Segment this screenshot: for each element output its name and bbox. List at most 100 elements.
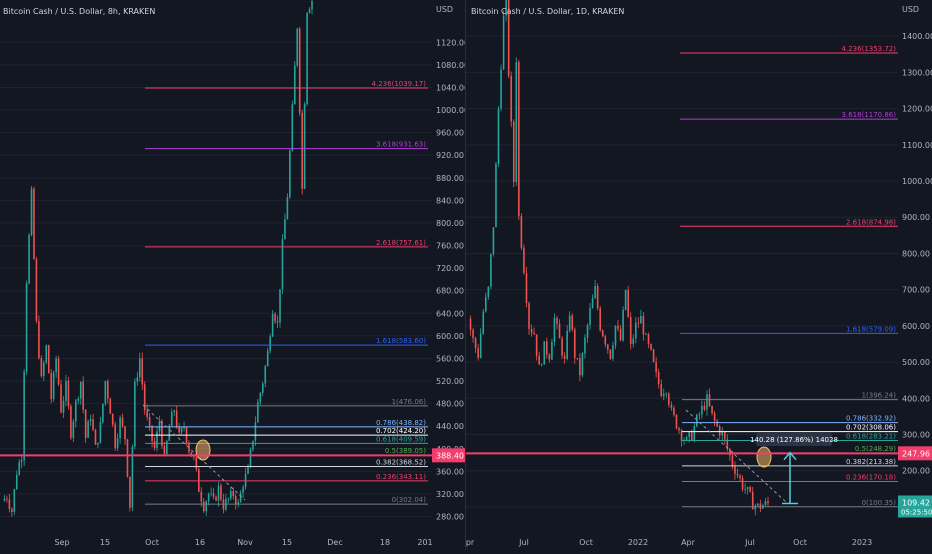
fib-level[interactable]: 0.382(368.52) (145, 459, 428, 468)
chart-svg-8h[interactable]: 280.00320.00360.00400.00440.00480.00520.… (0, 0, 469, 550)
candle (500, 64, 502, 112)
candle (109, 397, 112, 414)
candle (146, 404, 148, 421)
candle (561, 336, 563, 360)
candle-body (217, 485, 220, 501)
candle (535, 334, 538, 361)
candle (746, 486, 749, 495)
candle (40, 355, 43, 378)
candle-body (308, 9, 311, 13)
candle-body (3, 498, 6, 501)
measure-label: 140.28 (127.86%) 14028 (750, 436, 838, 444)
candle (764, 497, 767, 507)
candle (482, 308, 485, 336)
candle (234, 493, 237, 510)
fib-level[interactable]: 2.618(874.98) (680, 218, 898, 227)
chart-svg-1d[interactable]: 100.00200.00250.00300.00400.00500.00600.… (466, 0, 932, 550)
fib-level[interactable]: 0.786(438.82) (145, 419, 428, 428)
fib-level[interactable]: 2.618(757.61) (145, 239, 428, 248)
fib-level[interactable]: 0.236(343.11) (145, 473, 428, 482)
fib-level[interactable]: 1.618(579.09) (680, 325, 898, 334)
candle (528, 301, 530, 336)
y-tick-label: 440.00 (436, 422, 464, 431)
fib-level[interactable]: 3.618(931.63) (145, 141, 428, 150)
fib-level[interactable]: 1.618(583.60) (145, 337, 428, 346)
fib-label: 0.786(438.82) (376, 419, 426, 427)
y-tick-label: 1040.00 (436, 84, 466, 93)
horizontal-price-line[interactable]: 388.40 (0, 448, 466, 463)
candle-body (584, 337, 586, 354)
candle-body (166, 440, 168, 454)
fib-level[interactable]: 3.618(1170.86) (680, 111, 898, 120)
fib-level[interactable]: 0.786(332.92) (682, 415, 898, 424)
candle (484, 292, 487, 313)
candle-body (106, 381, 109, 399)
fib-level[interactable]: 4.236(1039.17) (145, 80, 428, 89)
candle (57, 355, 60, 387)
candle-body (528, 303, 530, 330)
fib-label: 0.236(170.18) (846, 473, 896, 481)
trendline[interactable] (142, 404, 246, 501)
fib-level[interactable]: 4.236(1353.72) (680, 45, 898, 54)
candle-body (571, 315, 574, 330)
x-tick-label: 18 (380, 538, 390, 547)
candle (308, 7, 311, 14)
fib-level[interactable]: 1(396.24) (682, 392, 898, 401)
chart-panel-8h[interactable]: 280.00320.00360.00400.00440.00480.00520.… (0, 0, 469, 550)
chart-background[interactable] (0, 0, 466, 550)
candle (629, 312, 632, 350)
fib-level[interactable]: 0.618(409.59) (145, 435, 428, 444)
candle-body (500, 69, 502, 109)
chart-background[interactable] (466, 0, 932, 550)
candle (84, 409, 87, 443)
measure-tool[interactable]: 140.28 (127.86%) 14028 (750, 433, 838, 505)
trendline[interactable] (685, 409, 787, 503)
candle-body (573, 329, 576, 358)
price-line-tag (432, 448, 466, 463)
candle-body (82, 381, 84, 410)
candle-body (482, 311, 485, 334)
fib-level[interactable]: 0(100.35) (682, 499, 898, 508)
candle-body (612, 345, 614, 359)
candle (220, 483, 222, 502)
candle-body (520, 216, 523, 248)
candle (13, 488, 16, 516)
candle-body (161, 421, 163, 446)
panel-divider[interactable] (465, 0, 466, 550)
candle (698, 411, 701, 420)
candle-body (296, 28, 299, 66)
candle-body (696, 414, 698, 427)
fib-level[interactable]: 0.702(424.20) (145, 427, 428, 436)
candle-body (15, 474, 18, 490)
candle-body (249, 449, 252, 467)
candle-body (751, 491, 754, 510)
candle (30, 185, 33, 237)
highlight-marker[interactable] (195, 439, 211, 461)
chart-panel-1d[interactable]: 100.00200.00250.00300.00400.00500.00600.… (466, 0, 932, 550)
candle-body (92, 419, 94, 430)
candle-body (617, 325, 619, 329)
fib-level[interactable]: 0.702(308.06) (682, 424, 898, 433)
candle-body (215, 496, 217, 501)
candle (129, 476, 131, 512)
candle-body (693, 426, 696, 440)
fib-level[interactable]: 1(476.06) (145, 398, 428, 407)
candle-body (629, 316, 632, 344)
candle-body (205, 501, 208, 512)
candle (38, 315, 40, 360)
y-tick-label: 1120.00 (436, 38, 466, 47)
candle-body (11, 508, 13, 513)
candle-body (668, 393, 670, 405)
candle-body (634, 322, 637, 339)
horizontal-price-line[interactable]: 247.96 (466, 446, 932, 461)
candle (487, 286, 490, 300)
y-tick-label: 1400.00 (902, 32, 932, 41)
candle (276, 315, 279, 328)
candle-body (284, 219, 286, 240)
fib-level[interactable]: 0(302.04) (145, 496, 428, 505)
candle-body (749, 486, 752, 492)
highlight-marker[interactable] (756, 446, 772, 468)
bar-countdown: 05:25:50 (901, 508, 932, 516)
candle-body (79, 381, 82, 399)
